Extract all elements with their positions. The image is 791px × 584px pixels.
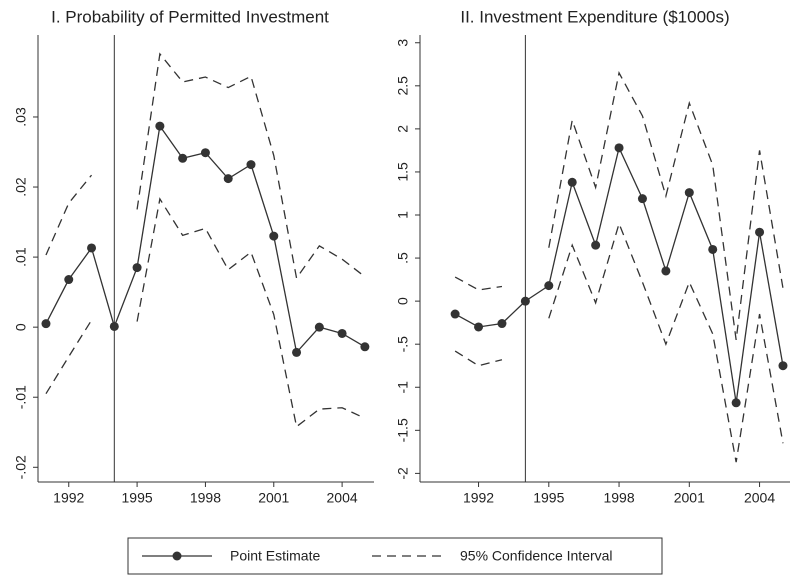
x-tick-label: 1992 [53, 490, 84, 506]
point [155, 121, 165, 131]
point [200, 148, 210, 158]
point [544, 281, 554, 291]
x-tick-label: 2001 [674, 490, 705, 506]
point [109, 321, 119, 331]
point [223, 174, 233, 184]
point [87, 243, 97, 253]
legend-marker [172, 551, 182, 561]
point [684, 188, 694, 198]
y-tick-label: 2.5 [395, 76, 411, 96]
ci-line [454, 71, 784, 340]
x-tick-label: 1995 [533, 490, 564, 506]
x-tick-label: 1992 [463, 490, 494, 506]
x-tick-label: 2004 [327, 490, 358, 506]
y-tick-label: -.02 [13, 455, 29, 479]
point [450, 309, 460, 319]
ci-line [45, 197, 366, 428]
point [637, 194, 647, 204]
y-tick-label: .03 [13, 107, 29, 127]
point [497, 319, 507, 329]
legend-label: Point Estimate [230, 548, 320, 564]
y-tick-label: 3 [395, 39, 411, 47]
point [178, 153, 188, 163]
point [337, 328, 347, 338]
y-tick-label: .5 [395, 252, 411, 264]
point [360, 342, 370, 352]
point [755, 227, 765, 237]
x-tick-label: 1995 [122, 490, 153, 506]
estimate-line [45, 124, 366, 354]
y-tick-label: 2 [395, 125, 411, 133]
y-tick-label: .01 [13, 247, 29, 267]
panel-title: II. Investment Expenditure ($1000s) [460, 7, 729, 26]
point [661, 266, 671, 276]
point [520, 296, 530, 306]
x-tick-label: 2001 [258, 490, 289, 506]
y-tick-label: -.01 [13, 385, 29, 409]
point [41, 319, 51, 329]
point [778, 361, 788, 371]
y-tick-label: .02 [13, 177, 29, 197]
y-tick-label: -.5 [395, 336, 411, 353]
point [314, 322, 324, 332]
ci-line [454, 221, 784, 463]
y-tick-label: 1.5 [395, 162, 411, 182]
point [591, 240, 601, 250]
y-tick-label: -2 [395, 467, 411, 480]
point [567, 177, 577, 187]
point [614, 143, 624, 153]
panel-title: I. Probability of Permitted Investment [51, 7, 329, 26]
y-tick-label: -1 [395, 381, 411, 394]
x-tick-label: 2004 [744, 490, 775, 506]
y-tick-label: 1 [395, 211, 411, 219]
estimate-line [454, 145, 784, 403]
y-tick-label: -1.5 [395, 418, 411, 442]
point [64, 275, 74, 285]
legend-label: 95% Confidence Interval [460, 548, 613, 564]
x-tick-label: 1998 [190, 490, 221, 506]
point [474, 322, 484, 332]
point [269, 231, 279, 241]
point [246, 160, 256, 170]
ci-line [45, 52, 366, 280]
y-tick-label: 0 [13, 323, 29, 331]
x-tick-label: 1998 [603, 490, 634, 506]
point [132, 263, 142, 273]
point [731, 398, 741, 408]
point [292, 347, 302, 357]
y-tick-label: 0 [395, 297, 411, 305]
point [708, 244, 718, 254]
